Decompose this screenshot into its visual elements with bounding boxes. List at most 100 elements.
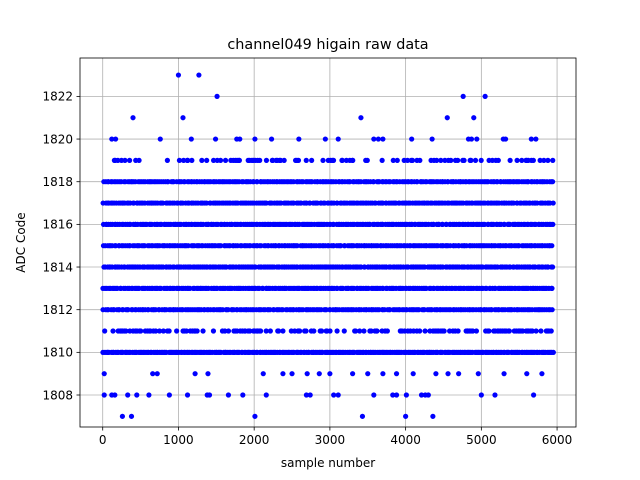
- data-point: [460, 93, 466, 99]
- data-point: [371, 392, 377, 398]
- data-point: [327, 328, 333, 334]
- data-point: [506, 328, 512, 334]
- data-point: [309, 157, 315, 163]
- data-point: [289, 371, 295, 377]
- data-point: [375, 136, 381, 142]
- data-point: [478, 157, 484, 163]
- data-point: [470, 328, 476, 334]
- data-point: [150, 371, 156, 377]
- data-point: [455, 157, 461, 163]
- data-point: [549, 307, 555, 313]
- data-point: [206, 392, 213, 398]
- data-point: [474, 136, 480, 142]
- data-point: [371, 136, 377, 142]
- data-point: [492, 392, 498, 398]
- data-point: [115, 157, 121, 163]
- data-point: [257, 157, 263, 163]
- data-point: [327, 371, 333, 377]
- data-point: [192, 371, 198, 377]
- data-point: [461, 157, 467, 163]
- data-point: [112, 136, 119, 142]
- data-point: [341, 328, 347, 334]
- data-point: [533, 328, 539, 334]
- data-point: [549, 285, 555, 291]
- data-point: [417, 157, 423, 163]
- data-point: [403, 413, 409, 419]
- data-point: [530, 392, 537, 398]
- data-point: [214, 93, 220, 99]
- data-point: [486, 328, 492, 334]
- data-point: [212, 136, 219, 142]
- data-point: [160, 328, 167, 334]
- data-point: [263, 328, 269, 334]
- data-point: [316, 371, 322, 377]
- x-tick-label: 5000: [466, 433, 497, 447]
- y-tick-label: 1818: [42, 175, 73, 189]
- data-point: [112, 392, 118, 398]
- data-point: [184, 392, 191, 398]
- data-point: [237, 136, 243, 142]
- data-point: [267, 328, 273, 334]
- data-point: [501, 371, 507, 377]
- data-point: [205, 371, 211, 377]
- data-point: [123, 328, 129, 334]
- data-point: [380, 136, 386, 142]
- data-point: [194, 328, 200, 334]
- data-point: [433, 371, 439, 377]
- data-point: [122, 157, 128, 163]
- data-point: [236, 157, 242, 163]
- data-point: [166, 328, 172, 334]
- data-point: [379, 157, 385, 163]
- data-point: [468, 136, 475, 142]
- data-point: [471, 115, 477, 121]
- y-tick-label: 1814: [42, 260, 73, 274]
- data-point: [410, 371, 416, 377]
- data-point: [210, 157, 217, 163]
- data-point: [199, 157, 205, 163]
- data-point: [319, 328, 325, 334]
- data-point: [166, 392, 172, 398]
- data-point: [217, 157, 224, 163]
- data-point: [268, 136, 275, 142]
- data-point: [550, 179, 556, 185]
- data-point: [335, 136, 341, 142]
- data-point: [533, 136, 539, 142]
- data-point: [174, 328, 180, 334]
- data-point: [222, 157, 229, 163]
- data-point: [374, 328, 380, 334]
- data-point: [320, 157, 326, 163]
- data-points: [100, 72, 556, 419]
- data-point: [468, 157, 474, 163]
- data-point: [157, 136, 163, 142]
- data-point: [538, 328, 544, 334]
- data-point: [127, 157, 133, 163]
- data-point: [456, 371, 462, 377]
- data-point: [180, 157, 187, 163]
- data-point: [545, 157, 551, 163]
- data-point: [519, 157, 525, 163]
- data-point: [109, 136, 115, 142]
- data-point: [240, 392, 246, 398]
- chart-title: channel049 higain raw data: [227, 37, 428, 53]
- data-point: [276, 328, 282, 334]
- data-point: [247, 328, 253, 334]
- data-point: [357, 328, 363, 334]
- data-point: [331, 392, 337, 398]
- data-point: [507, 157, 513, 163]
- data-point: [350, 371, 356, 377]
- data-point: [304, 371, 310, 377]
- data-point: [524, 371, 530, 377]
- data-point: [495, 157, 501, 163]
- data-point: [475, 371, 481, 377]
- data-point: [260, 371, 266, 377]
- data-point: [434, 157, 440, 163]
- data-point: [281, 157, 287, 163]
- axes-frame: [79, 57, 577, 428]
- data-point: [125, 392, 131, 398]
- data-point: [295, 157, 302, 163]
- data-point: [136, 157, 142, 163]
- data-point: [472, 157, 479, 163]
- data-point: [263, 392, 269, 398]
- data-point: [119, 413, 126, 419]
